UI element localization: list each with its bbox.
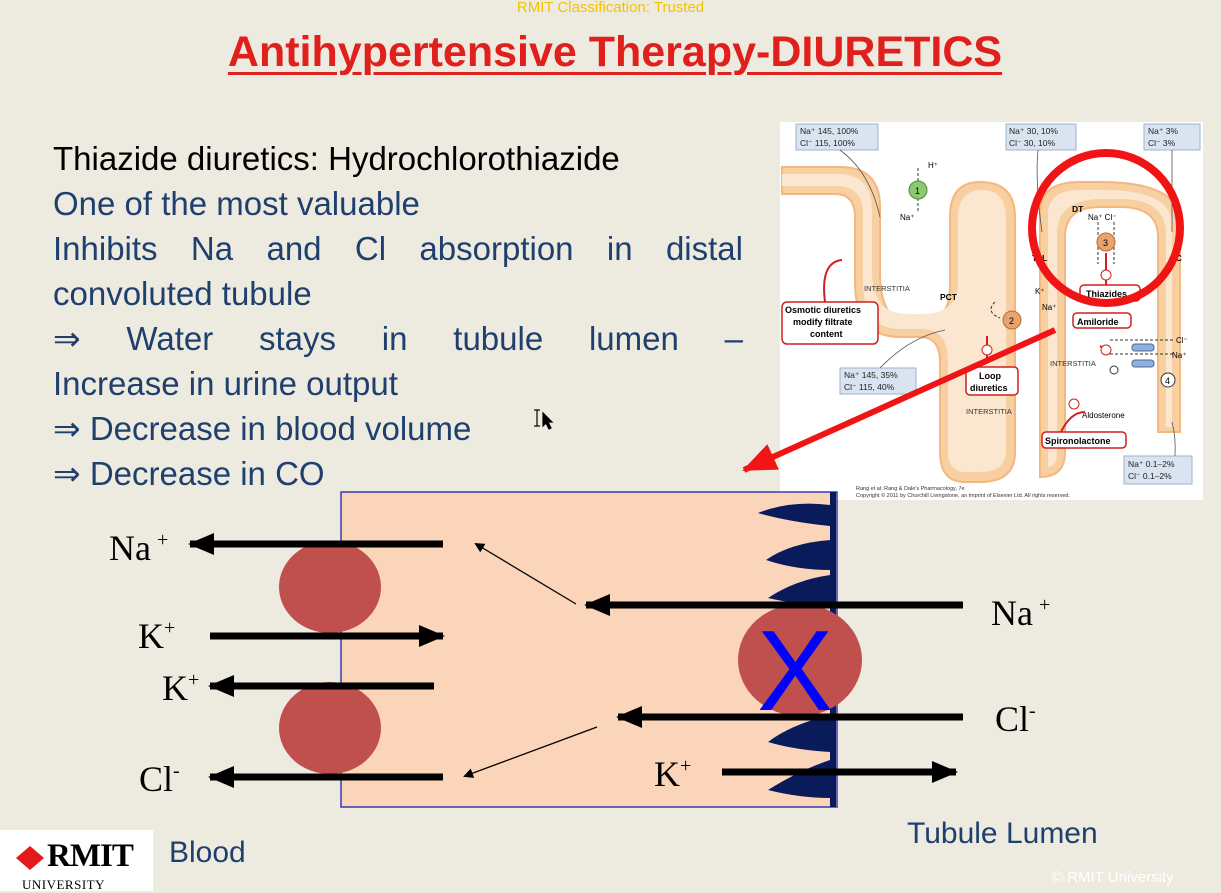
- osmotic-label-1: Osmotic diuretics: [785, 305, 861, 315]
- h-plus-label: H⁺: [928, 161, 938, 170]
- slide-title: Antihypertensive Therapy-DIURETICS: [227, 28, 1003, 76]
- n4-label: 4: [1165, 376, 1170, 386]
- tubule-lumen-label: Tubule Lumen: [907, 817, 1098, 850]
- box4-line1: Na⁺ 145, 35%: [844, 370, 898, 380]
- cl-thin-arrow: [463, 726, 598, 778]
- na-thin-arrow: [474, 542, 577, 605]
- ncc-transporter: [738, 604, 862, 716]
- k-plus-label: K⁺: [1035, 287, 1045, 296]
- rmit-logo-mark: [16, 846, 44, 870]
- bullet-line-3b: Increase in urine output: [53, 365, 398, 402]
- loop-label-2: diuretics: [970, 383, 1008, 393]
- box1-line2: Cl⁻ 115, 100%: [800, 138, 855, 148]
- pointer-arrow: [742, 327, 1057, 473]
- interstitia-label-1: INTERSTITIA: [864, 284, 910, 293]
- copyright-label: © RMIT University: [1052, 869, 1174, 886]
- highlight-circle: [1028, 149, 1184, 307]
- nephron-svg: Na⁺ 145, 100% Cl⁻ 115, 100% Na⁺ 30, 10% …: [781, 123, 1201, 499]
- credit-line-1: Rang et al: Rang & Dale's Pharmacology, …: [856, 486, 965, 492]
- na-plus-label-3: Na⁺: [1172, 351, 1186, 360]
- classification-label: RMIT Classification: Trusted: [516, 0, 705, 16]
- na-cl-box-4: Na⁺ 145, 35% Cl⁻ 115, 40%: [839, 367, 917, 395]
- pct-label: PCT: [940, 292, 958, 302]
- bullet-line-4: ⇒ Decrease in blood volume: [53, 410, 472, 447]
- box5-line2: Cl⁻ 0.1–2%: [1128, 471, 1172, 481]
- k-right-label: K+: [654, 754, 691, 794]
- k-left-label-2: K+: [162, 668, 199, 708]
- loop-badge: Loop diuretics: [965, 366, 1019, 396]
- cl-minus-label: Cl⁻: [1176, 336, 1188, 345]
- bullet-line-2b: convoluted tubule: [53, 275, 312, 312]
- channel-4: Cl⁻ Na⁺ 4: [1099, 336, 1188, 388]
- rmit-logo-sub: UNIVERSITY: [22, 877, 105, 892]
- box2-line1: Na⁺ 30, 10%: [1009, 126, 1058, 136]
- box3-line2: Cl⁻ 3%: [1148, 138, 1176, 148]
- osmotic-badge: Osmotic diuretics modify filtrate conten…: [781, 259, 879, 345]
- na-cl-box-1: Na⁺ 145, 100% Cl⁻ 115, 100%: [795, 123, 879, 151]
- amiloride-label: Amiloride: [1077, 317, 1119, 327]
- box2-line2: Cl⁻ 30, 10%: [1009, 138, 1056, 148]
- amiloride-badge: Amiloride: [1072, 312, 1132, 329]
- cl-left-label: Cl-: [139, 759, 180, 799]
- blood-label: Blood: [169, 836, 246, 869]
- cursor-icon: [534, 409, 554, 430]
- osmotic-label-2: modify filtrate: [793, 317, 853, 327]
- na-right-label: Na +: [991, 593, 1050, 633]
- nephron-figure: Na⁺ 145, 100% Cl⁻ 115, 100% Na⁺ 30, 10% …: [780, 122, 1203, 500]
- n1-label: 1: [915, 186, 920, 196]
- basolateral-pump-1: [279, 541, 381, 633]
- dt-label: DT: [1072, 204, 1084, 214]
- rmit-logo-word: RMIT: [47, 838, 134, 874]
- bullet-line-2a: Inhibits Na and Cl absorption in distal: [53, 230, 743, 267]
- credit-line-2: Copyright © 2011 by Churchill Livingston…: [856, 492, 1070, 499]
- bullet-list: Thiazide diuretics: Hydrochlorothiazide …: [53, 136, 743, 496]
- bullet-line-5: ⇒ Decrease in CO: [53, 455, 325, 492]
- interstitia-label-3: INTERSTITIA: [966, 407, 1012, 416]
- na-plus-label-2: Na⁺: [1042, 303, 1056, 312]
- box4-line2: Cl⁻ 115, 40%: [844, 382, 895, 392]
- n2-label: 2: [1009, 316, 1014, 326]
- interstitia-label-2: INTERSTITIA: [1050, 359, 1096, 368]
- na-left-label: Na +: [109, 528, 168, 568]
- loop-label-1: Loop: [979, 371, 1001, 381]
- nephron-tubule-inner: [782, 174, 1172, 472]
- spironolactone-label: Spironolactone: [1045, 436, 1111, 446]
- na-cl-box-2: Na⁺ 30, 10% Cl⁻ 30, 10%: [1005, 123, 1077, 151]
- luminal-membrane: [758, 492, 836, 807]
- bullet-line-1: One of the most valuable: [53, 185, 420, 222]
- k-left-label-1: K+: [138, 616, 175, 656]
- thiazides-label: Thiazides: [1086, 289, 1127, 299]
- box5-line1: Na⁺ 0.1–2%: [1128, 459, 1175, 469]
- c-label: C: [1176, 254, 1182, 263]
- na-cl-box-5: Na⁺ 0.1–2% Cl⁻ 0.1–2%: [1123, 455, 1193, 485]
- basolateral-pump-2: [279, 682, 381, 774]
- bullet-line-3a: ⇒ Water stays in tubule lumen –: [53, 320, 743, 357]
- bullet-heading: Thiazide diuretics: Hydrochlorothiazide: [53, 140, 620, 177]
- na-plus-label-1: Na⁺: [900, 213, 914, 222]
- spironolactone-badge: Spironolactone: [1041, 398, 1127, 449]
- box3-line1: Na⁺ 3%: [1148, 126, 1178, 136]
- transporter-3: 3: [1096, 222, 1116, 285]
- box1-line1: Na⁺ 145, 100%: [800, 126, 859, 136]
- aldosterone-label: Aldosterone: [1082, 411, 1125, 420]
- rmit-logo: RMIT UNIVERSITY: [0, 830, 153, 892]
- n3-label: 3: [1103, 238, 1108, 248]
- cl-right-label: Cl-: [995, 699, 1036, 739]
- na-cl-label: Na⁺ Cl⁻: [1088, 213, 1116, 222]
- osmotic-label-3: content: [810, 329, 843, 339]
- transporter-1: 1 H⁺ Na⁺: [900, 161, 938, 222]
